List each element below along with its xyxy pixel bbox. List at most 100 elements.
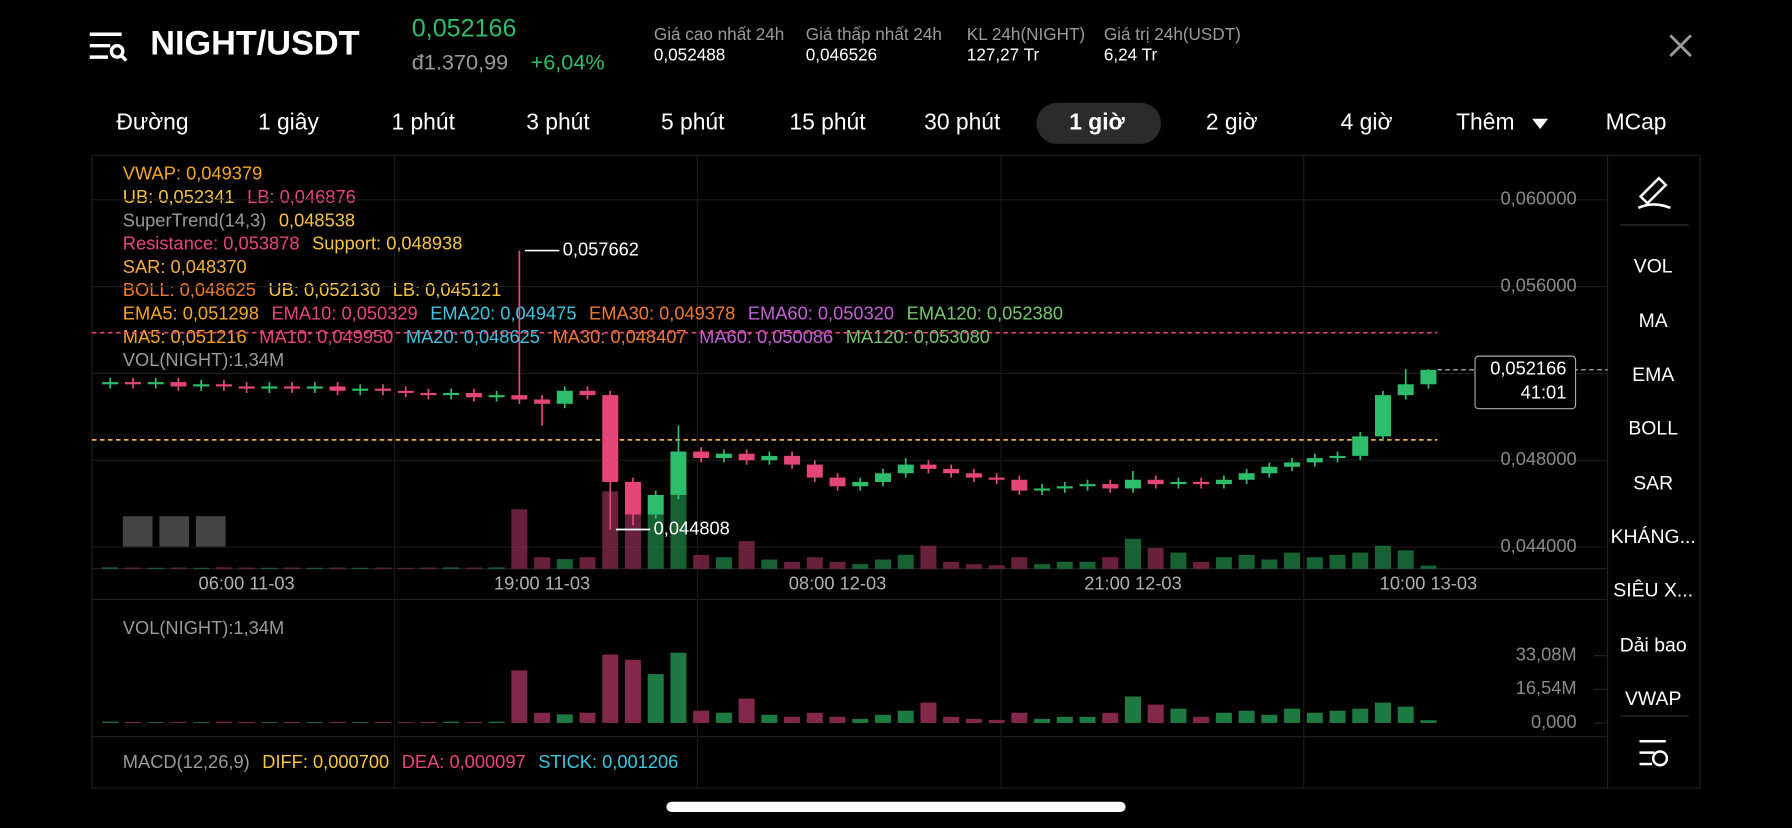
timeframe-tab[interactable]: 4 giờ <box>1341 108 1393 134</box>
timeframe-tab[interactable]: 5 phút <box>661 108 725 134</box>
timeframe-tab[interactable]: 3 phút <box>526 108 590 134</box>
volume-bar <box>715 712 732 723</box>
candle-body <box>1306 458 1323 463</box>
candle-body <box>284 386 301 389</box>
volume-bar <box>284 721 301 723</box>
timeframe-tab[interactable]: 30 phút <box>924 108 1001 134</box>
legend-item: MA20: 0,048625 <box>406 326 540 347</box>
volume-overlay-bar <box>693 554 710 569</box>
legend-item: MA120: 0,053080 <box>846 326 990 347</box>
volume-overlay-bar <box>124 567 141 569</box>
volume-bar <box>1034 718 1051 723</box>
volume-overlay-bar <box>1124 538 1141 569</box>
indicator-button[interactable]: SIÊU X... <box>1613 579 1693 602</box>
legend-item: Support: 0,048938 <box>312 232 462 253</box>
volume-overlay-bar <box>1215 557 1232 569</box>
candle-body <box>1261 466 1278 474</box>
legend-item: Resistance: 0,053878 <box>123 232 300 253</box>
candle-body <box>647 494 664 515</box>
volume-overlay-bar <box>1034 564 1051 569</box>
indicator-button[interactable]: BOLL <box>1628 418 1678 440</box>
menu-icon[interactable] <box>89 32 128 62</box>
indicator-button[interactable]: SAR <box>1633 472 1673 494</box>
volume-overlay-bar <box>965 564 982 569</box>
extreme-label: 0,057662 <box>563 238 639 259</box>
volume-overlay-bar <box>102 567 119 569</box>
candle-body <box>1193 481 1210 485</box>
volume-bar <box>102 721 119 723</box>
countdown-label: 41:01 <box>1521 382 1567 403</box>
candle-body <box>806 464 823 478</box>
volume-bar <box>1238 710 1255 723</box>
volume-bar <box>193 722 210 723</box>
legend-item: 0,048538 <box>279 209 355 230</box>
indicator-button[interactable]: MA <box>1639 310 1668 332</box>
volume-bar <box>374 721 391 723</box>
timeframe-tab[interactable]: Đường <box>116 108 188 134</box>
timeframe-tab[interactable]: 1 phút <box>391 108 455 134</box>
volume-bar <box>1306 712 1323 723</box>
volume-overlay-bar <box>352 567 369 569</box>
volume-bar <box>397 722 414 723</box>
legend-item: EMA60: 0,050320 <box>748 302 894 323</box>
volume-overlay-bar <box>556 559 573 569</box>
indicator-button[interactable]: EMA <box>1632 364 1674 386</box>
candle-body <box>1374 395 1391 437</box>
volume-bar <box>670 652 687 723</box>
draw-tool-icon[interactable] <box>1637 176 1671 210</box>
volume-bar <box>1056 716 1073 723</box>
timeframe-tab[interactable]: Thêm <box>1456 108 1514 134</box>
candle-body <box>193 384 210 387</box>
timeframe-tab[interactable]: 2 giờ <box>1206 108 1258 134</box>
timeframe-tab[interactable]: 1 giờ <box>1069 108 1125 134</box>
volume-overlay-bar <box>920 545 937 569</box>
candle-body <box>624 481 641 515</box>
timeframe-tab[interactable]: 15 phút <box>789 108 866 134</box>
volume-overlay-bar <box>465 567 482 569</box>
volume-overlay-bar <box>1352 552 1369 569</box>
active-tab-pill <box>1036 102 1161 144</box>
price-tick-label: 0,056000 <box>1500 274 1576 295</box>
candle-body <box>261 386 278 389</box>
indicator-button[interactable]: VWAP <box>1625 688 1681 710</box>
candle-body <box>693 451 710 459</box>
vertical-grid <box>394 155 1305 789</box>
volume-overlay-bar <box>1147 548 1164 569</box>
volume-bar <box>943 716 960 723</box>
candle-body <box>1352 436 1369 456</box>
timeframe-tab[interactable]: 1 giây <box>258 108 320 134</box>
price-tick-label: 0,048000 <box>1500 448 1576 469</box>
timeframe-tab[interactable]: MCap <box>1606 108 1667 134</box>
volume-overlay-bar <box>443 567 460 569</box>
volume-overlay-bar <box>784 561 801 569</box>
volume-bar <box>306 722 323 723</box>
volume-bar <box>238 721 255 723</box>
candle-body <box>1147 479 1164 485</box>
volume-overlay-bar <box>897 554 914 569</box>
close-button[interactable] <box>1669 34 1692 57</box>
volume-bar <box>1261 714 1278 723</box>
volume-bar <box>443 721 460 723</box>
candle-body <box>1079 484 1096 487</box>
time-tick-label: 08:00 12-03 <box>789 573 887 594</box>
volume-overlay-bar <box>1079 561 1096 569</box>
volume-overlay-bar <box>284 567 301 569</box>
indicator-button[interactable]: Dải bao <box>1620 635 1687 657</box>
macd-legend: MACD(12,26,9) DIFF: 0,000700 DEA: 0,000097… <box>123 751 679 772</box>
price-change: +6,04% <box>531 50 605 75</box>
stat-label: Giá thấp nhất 24h <box>806 24 942 44</box>
indicator-button[interactable]: VOL <box>1634 255 1673 277</box>
candle-body <box>1011 479 1028 491</box>
time-tick-label: 10:00 13-03 <box>1380 573 1478 594</box>
settings-icon[interactable] <box>1639 739 1669 767</box>
volume-overlay-bar <box>1261 559 1278 569</box>
candle-body <box>1329 455 1346 459</box>
pair-title: NIGHT/USDT <box>150 25 359 63</box>
volume-overlay-bar <box>147 567 164 569</box>
volume-overlay-bar <box>1170 552 1187 569</box>
volume-overlay-bar <box>761 559 778 569</box>
volume-overlay-bar <box>624 497 641 569</box>
volume-overlay-bar <box>511 509 528 569</box>
indicator-button[interactable]: KHÁNG... <box>1611 525 1696 548</box>
